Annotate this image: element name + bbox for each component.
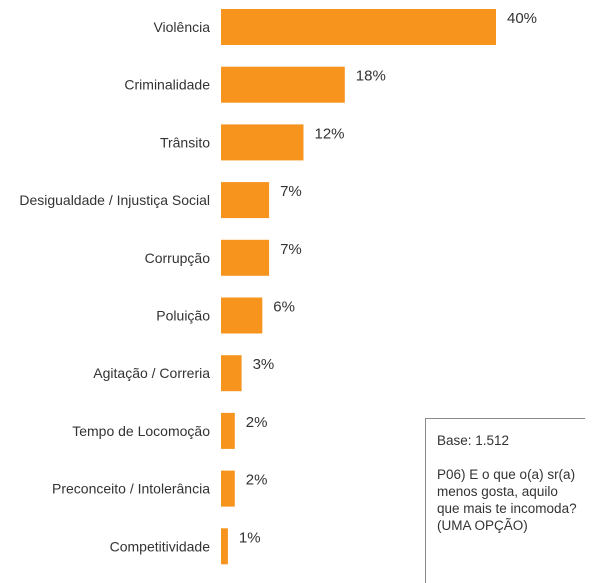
bar-2 [221, 124, 304, 161]
bar-1 [221, 66, 345, 103]
category-label-3: Desigualdade / Injustiça Social [19, 192, 210, 208]
note-box: Base: 1.512 P06) E o que o(a) sr(a) meno… [425, 418, 585, 583]
bar-8 [221, 470, 235, 507]
bar-3 [221, 182, 270, 219]
note-question: P06) E o que o(a) sr(a) menos gosta, aqu… [437, 467, 577, 533]
category-label-2: Trânsito [160, 134, 210, 150]
value-label-9: 1% [239, 529, 261, 546]
bar-4 [221, 239, 270, 276]
category-label-7: Tempo de Locomoção [72, 423, 210, 439]
note-base: Base: 1.512 [437, 433, 510, 448]
value-label-6: 3% [253, 356, 275, 373]
value-label-1: 18% [356, 68, 386, 85]
value-label-8: 2% [246, 472, 268, 489]
category-label-6: Agitação / Correria [93, 365, 210, 381]
category-label-1: Criminalidade [124, 77, 210, 93]
bar-6 [221, 355, 242, 392]
bar-5 [221, 297, 263, 334]
value-label-0: 40% [507, 10, 537, 27]
category-label-5: Poluição [156, 308, 210, 324]
bar-0 [221, 9, 496, 45]
category-label-0: Violência [153, 19, 210, 35]
value-label-4: 7% [280, 241, 302, 258]
value-label-7: 2% [246, 414, 268, 431]
bar-7 [221, 412, 235, 449]
bar-9 [221, 528, 228, 565]
value-label-5: 6% [273, 299, 295, 316]
category-label-8: Preconceito / Intolerância [52, 481, 210, 497]
category-label-4: Corrupção [145, 250, 211, 266]
value-label-2: 12% [315, 125, 345, 142]
value-label-3: 7% [280, 183, 302, 200]
category-label-9: Competitividade [110, 538, 211, 554]
